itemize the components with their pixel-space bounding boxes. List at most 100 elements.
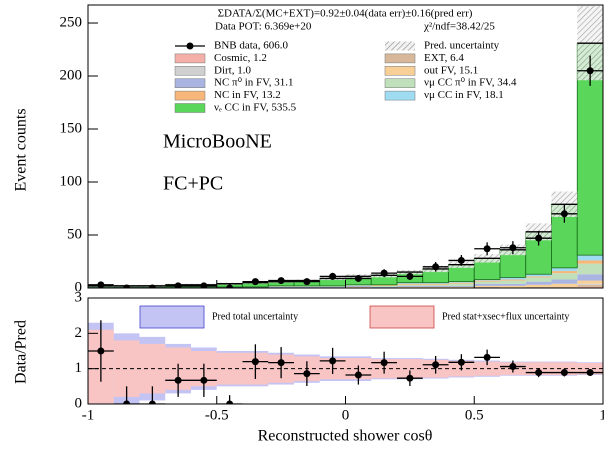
histogram-bar bbox=[474, 279, 500, 281]
y-tick-label: 50 bbox=[67, 226, 82, 242]
uncertainty-band bbox=[397, 359, 423, 379]
data-point bbox=[303, 370, 311, 378]
histogram-bar bbox=[268, 285, 294, 287]
annotation: χ²/ndf=38.42/25 bbox=[423, 21, 495, 33]
y-axis-title: Data/Pred bbox=[13, 320, 30, 384]
legend-label: νμ CC π⁰ in FV, 34.4 bbox=[424, 77, 517, 89]
histogram-bar bbox=[422, 283, 449, 285]
data-point bbox=[354, 274, 362, 282]
x-tick-label: 0 bbox=[342, 407, 350, 423]
data-point bbox=[251, 358, 259, 366]
y-tick-label: 200 bbox=[60, 67, 83, 83]
data-point bbox=[123, 284, 131, 288]
legend-swatch bbox=[384, 90, 416, 101]
histogram-bar bbox=[319, 285, 346, 287]
histogram-bar bbox=[448, 286, 475, 288]
data-point bbox=[560, 369, 568, 377]
histogram-bar bbox=[268, 286, 294, 288]
legend-swatch bbox=[174, 78, 206, 88]
data-point bbox=[174, 376, 182, 384]
histogram-bar bbox=[448, 285, 475, 287]
histogram-bar bbox=[294, 286, 320, 288]
histogram-bar bbox=[577, 255, 603, 261]
histogram-bar bbox=[294, 285, 320, 287]
histogram-bar bbox=[474, 280, 500, 282]
data-point bbox=[329, 272, 337, 280]
data-point bbox=[535, 369, 543, 377]
histogram-bar bbox=[551, 273, 578, 280]
legend-label: NC π⁰ in FV, 31.1 bbox=[214, 77, 293, 89]
histogram-bar bbox=[525, 281, 552, 285]
data-point bbox=[406, 374, 414, 382]
x-tick-label: 0.5 bbox=[465, 407, 484, 423]
histogram-bar bbox=[345, 285, 372, 287]
histogram-bar bbox=[448, 282, 475, 284]
histogram-bar bbox=[577, 283, 603, 285]
annotation: FC+PC bbox=[163, 173, 223, 195]
histogram-bar bbox=[525, 286, 552, 288]
data-point bbox=[277, 277, 285, 285]
histogram-bar bbox=[397, 283, 423, 285]
histogram-bar bbox=[397, 284, 423, 286]
histogram-bar bbox=[500, 285, 526, 288]
main-panel: 0 50 100 150 200 250 ΣDATA/Σ(MC+EXT)=0.92±0.04… bbox=[60, 4, 604, 295]
histogram-bar bbox=[474, 285, 500, 287]
data-point bbox=[354, 371, 362, 379]
data-point bbox=[226, 400, 234, 404]
x-tick-label: 1 bbox=[599, 407, 604, 423]
histogram-bar bbox=[551, 279, 578, 284]
legend-label: out FV, 15.1 bbox=[424, 64, 478, 76]
uncertainty-band bbox=[577, 363, 603, 375]
data-point bbox=[586, 67, 594, 75]
data-point bbox=[97, 347, 105, 355]
legend-swatch bbox=[174, 53, 206, 64]
data-point bbox=[174, 282, 182, 288]
data-point bbox=[483, 353, 491, 361]
legend-label: Dirt, 1.0 bbox=[214, 64, 251, 76]
histogram-bar bbox=[577, 260, 603, 264]
data-point bbox=[251, 278, 259, 286]
histogram-bar bbox=[500, 277, 526, 280]
legend-swatch bbox=[174, 103, 206, 113]
plot-area bbox=[88, 320, 603, 404]
histogram-bar bbox=[345, 284, 372, 286]
data-point bbox=[200, 376, 208, 384]
y-tick-label: 1 bbox=[75, 360, 83, 376]
histogram-bar bbox=[422, 285, 449, 287]
data-point bbox=[329, 357, 337, 365]
data-point bbox=[509, 244, 517, 252]
histogram-bar bbox=[345, 286, 372, 288]
histogram-bar bbox=[448, 281, 475, 283]
histogram-bar bbox=[371, 285, 397, 287]
data-point bbox=[380, 269, 388, 277]
legend-swatch bbox=[384, 53, 416, 64]
annotation: MicroBooNE bbox=[163, 131, 272, 153]
histogram-bar bbox=[577, 274, 603, 281]
histogram-bar bbox=[474, 286, 500, 288]
histogram-bar bbox=[500, 283, 526, 286]
y-tick-label: 0 bbox=[75, 395, 83, 411]
histogram-bar bbox=[525, 276, 552, 278]
annotation: Data POT: 6.369e+20 bbox=[215, 21, 312, 33]
data-point bbox=[535, 234, 543, 242]
legend-label: νμ CC in FV, 18.1 bbox=[424, 89, 504, 101]
histogram-bar bbox=[474, 283, 500, 286]
data-point bbox=[148, 284, 156, 288]
plot-area bbox=[88, 6, 603, 288]
data-point bbox=[586, 369, 594, 377]
data-point bbox=[380, 359, 388, 367]
legend-label: Pred. uncertainty bbox=[424, 40, 500, 52]
histogram-bar bbox=[525, 284, 552, 287]
legend-label: NC in FV, 13.2 bbox=[214, 89, 281, 101]
histogram-bar bbox=[577, 286, 603, 288]
legend-label: νₑ CC in FV, 535.5 bbox=[214, 102, 297, 114]
histogram-bar bbox=[474, 281, 500, 284]
histogram-bar bbox=[242, 286, 269, 288]
x-tick-label: -1 bbox=[82, 407, 95, 423]
histogram-bar bbox=[551, 267, 578, 272]
legend-swatch bbox=[139, 305, 205, 329]
histogram-bar bbox=[371, 286, 397, 288]
histogram-bar bbox=[422, 282, 449, 284]
data-point bbox=[277, 359, 285, 367]
legend-swatch bbox=[174, 90, 206, 101]
